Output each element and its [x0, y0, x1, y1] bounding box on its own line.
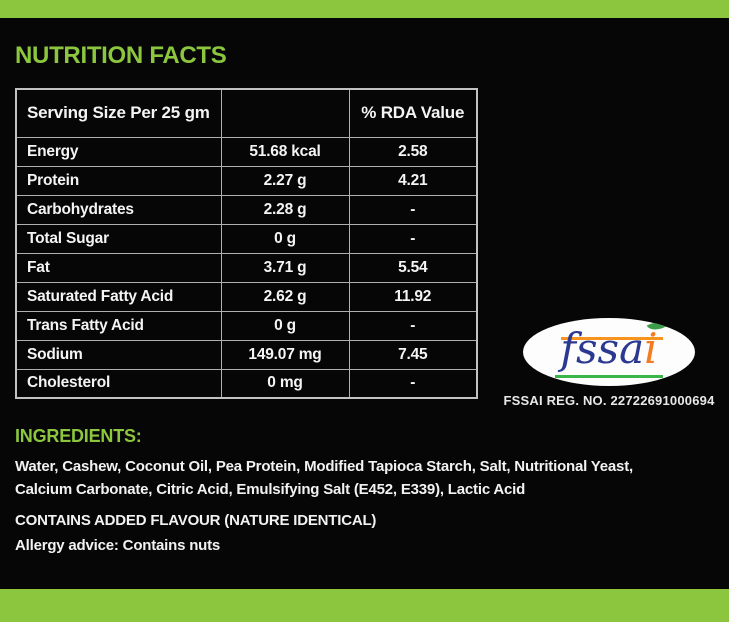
fssai-orange-rule — [561, 337, 663, 340]
nutrient-cell: Carbohydrates — [15, 194, 222, 225]
nutrient-cell: Protein — [15, 165, 222, 196]
rda-value-cell: 4.21 — [348, 165, 478, 196]
ingredients-list: Water, Cashew, Coconut Oil, Pea Protein,… — [15, 458, 633, 499]
amount-cell: 51.68 kcal — [220, 136, 350, 167]
nutrition-table-body: Energy 51.68 kcal 2.58 Protein 2.27 g 4.21 Car… — [15, 136, 478, 399]
rda-value-cell: 7.45 — [348, 339, 478, 370]
amount-cell: 0 g — [220, 223, 350, 254]
fssai-green-rule — [555, 375, 663, 378]
column-header-serving-size: Serving Size Per 25 gm — [15, 88, 222, 138]
table-row: Saturated Fatty Acid 2.62 g 11.92 — [15, 281, 478, 312]
table-row: Cholesterol 0 mg - — [15, 368, 478, 399]
table-row: Energy 51.68 kcal 2.58 — [15, 136, 478, 167]
nutrition-table: Serving Size Per 25 gm % RDA Value Energ… — [15, 88, 478, 399]
nutrient-cell: Cholesterol — [15, 368, 222, 399]
ingredients-heading: INGREDIENTS: — [15, 426, 142, 446]
nutrient-cell: Saturated Fatty Acid — [15, 281, 222, 312]
table-row: Total Sugar 0 g- — [15, 223, 478, 254]
nutrient-cell: Energy — [15, 136, 222, 167]
rda-value-cell: 11.92 — [348, 281, 478, 312]
column-header-rda-value: % RDA Value — [348, 88, 478, 138]
table-row: Carbohydrates 2.28 g- — [15, 194, 478, 225]
nutrient-cell: Sodium — [15, 339, 222, 370]
fssai-certification: fssai FSSAI REG. NO. 22722691000694 — [493, 318, 725, 408]
bottom-green-bar — [0, 589, 729, 622]
table-row: Sodium 149.07 mg 7.45 — [15, 339, 478, 370]
table-row: Fat 3.71 g 5.54 — [15, 252, 478, 283]
top-green-bar — [0, 0, 729, 18]
amount-cell: 149.07 mg — [220, 339, 350, 370]
rda-value-cell: 5.54 — [348, 252, 478, 283]
rda-value-cell: 2.58 — [348, 136, 478, 167]
table-header-row: Serving Size Per 25 gm % RDA Value — [15, 88, 478, 138]
nutrient-cell: Trans Fatty Acid — [15, 310, 222, 341]
flavour-note: CONTAINS ADDED FLAVOUR (NATURE IDENTICAL… — [15, 512, 377, 529]
allergy-advice: Allergy advice: Contains nuts — [15, 537, 221, 554]
rda-value-cell: - — [348, 223, 478, 254]
ingredients-section: INGREDIENTS: Water, Cashew, Coconut Oil,… — [15, 426, 673, 502]
page-title: NUTRITION FACTS — [15, 42, 227, 69]
nutrient-cell: Fat — [15, 252, 222, 283]
fssai-wordmark: fssai — [560, 324, 658, 373]
rda-value-cell: - — [348, 310, 478, 341]
rda-value-cell: - — [348, 368, 478, 399]
amount-cell: 2.62 g — [220, 281, 350, 312]
amount-cell: 3.71 g — [220, 252, 350, 283]
amount-cell: 2.28 g — [220, 194, 350, 225]
fssai-logo: fssai — [523, 318, 695, 386]
table-row: Trans Fatty Acid 0 g- — [15, 310, 478, 341]
amount-cell: 2.27 g — [220, 165, 350, 196]
rda-value-cell: - — [348, 194, 478, 225]
fssai-reg-number: FSSAI REG. NO. 22722691000694 — [503, 393, 715, 408]
table-row: Protein 2.27 g 4.21 — [15, 165, 478, 196]
amount-cell: 0 mg — [220, 368, 350, 399]
amount-cell: 0 g — [220, 310, 350, 341]
nutrient-cell: Total Sugar — [15, 223, 222, 254]
column-header-amount — [220, 88, 350, 138]
